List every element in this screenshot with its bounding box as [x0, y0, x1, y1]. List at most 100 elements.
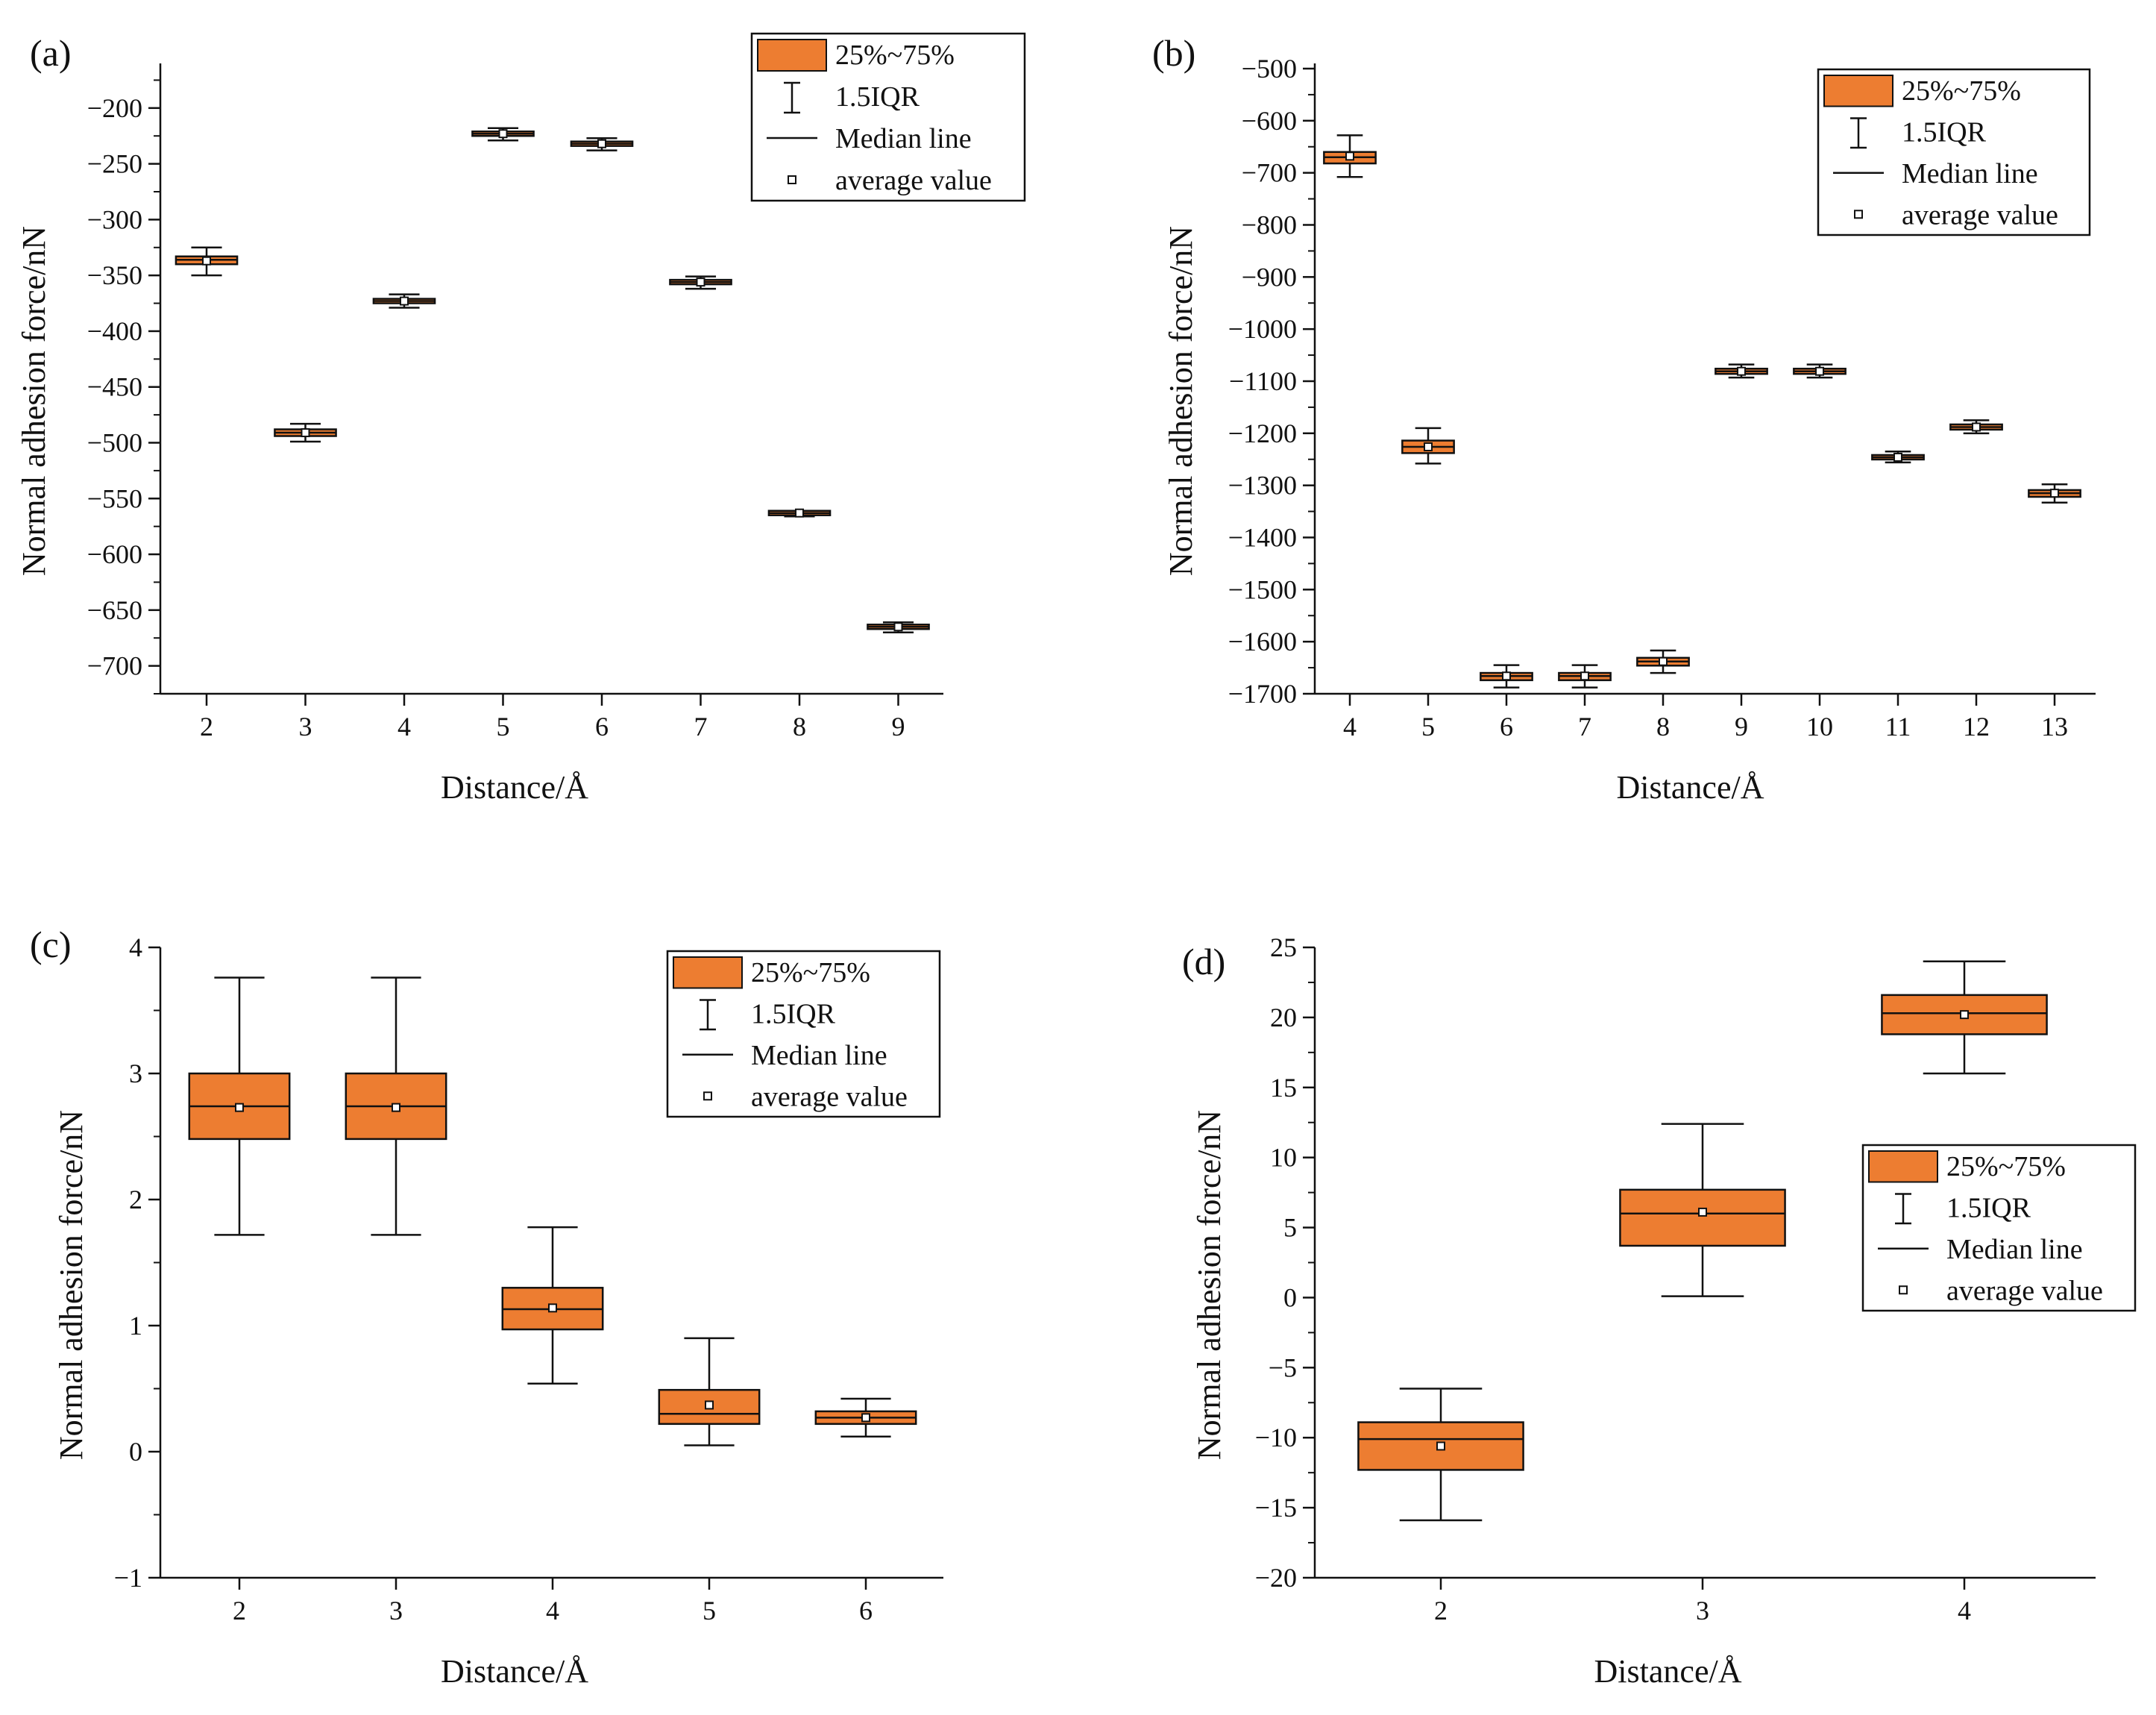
mean-marker: [1580, 671, 1589, 681]
legend-label-median: Median line: [751, 1040, 887, 1071]
mean-marker: [301, 428, 310, 438]
y-tick-label: −600: [1242, 106, 1297, 136]
mean-marker: [1737, 366, 1746, 376]
legend-label-whisker: 1.5IQR: [835, 81, 920, 113]
box-iqr: [1619, 1188, 1786, 1247]
box-6: [570, 137, 634, 151]
legend-label-mean: average value: [1902, 199, 2058, 231]
x-tick-label: 13: [2041, 712, 2068, 742]
box-7: [1558, 664, 1612, 689]
legend-label-whisker: 1.5IQR: [1902, 116, 1987, 148]
y-tick-label: 5: [1283, 1213, 1297, 1243]
box-4: [372, 293, 436, 309]
chart-panel-b: −500 −600 −700 −800 −900 −1000 −1100 −1200 −1300…: [1152, 32, 2096, 806]
y-tick-label: −300: [87, 204, 142, 234]
x-tick-label: 4: [1343, 712, 1357, 742]
box-2: [188, 976, 291, 1236]
y-axis-title: Normal adhesion force/nN: [1191, 1110, 1228, 1460]
y-tick-label: −400: [87, 316, 142, 346]
x-tick-label: 4: [546, 1596, 559, 1625]
x-tick-label: 8: [1656, 712, 1670, 742]
x-tick-label: 9: [1735, 712, 1748, 742]
y-tick-label: −1600: [1228, 627, 1297, 656]
y-tick-label: 25: [1270, 932, 1297, 962]
box-8: [767, 508, 832, 518]
panel-label: (a): [30, 32, 72, 74]
box-5: [1401, 427, 1455, 465]
y-tick-label: −700: [1242, 158, 1297, 188]
mean-marker: [498, 129, 508, 139]
mean-marker: [1502, 671, 1511, 681]
legend-label-mean: average value: [835, 165, 992, 196]
mean-marker: [893, 622, 903, 632]
box-11: [1871, 451, 1925, 464]
x-tick-label: 5: [1421, 712, 1435, 742]
x-tick-label: 7: [694, 712, 708, 742]
legend: 25%~75% 1.5IQR Median line average value: [1817, 68, 2091, 236]
box-4: [1881, 960, 2048, 1075]
panel-label: (d): [1182, 941, 1225, 982]
y-tick-label: −1700: [1228, 679, 1297, 709]
y-tick-label: −10: [1255, 1423, 1297, 1452]
mean-marker: [2050, 489, 2059, 498]
y-axis-title: Normal adhesion force/nN: [1163, 226, 1199, 576]
x-tick-label: 2: [1434, 1596, 1448, 1625]
y-tick-label: 15: [1270, 1073, 1297, 1103]
legend-label-median: Median line: [835, 123, 972, 154]
y-tick-label: −15: [1255, 1493, 1297, 1523]
panel-label: (b): [1152, 32, 1195, 74]
x-tick-label: 3: [299, 712, 312, 742]
y-tick-label: −700: [87, 651, 142, 681]
y-axis-title: Normal adhesion force/nN: [53, 1110, 89, 1460]
mean-marker: [795, 508, 804, 518]
mean-marker: [696, 278, 705, 287]
box-8: [1636, 649, 1690, 674]
legend-label-box: 25%~75%: [1902, 75, 2021, 107]
x-tick-label: 6: [859, 1596, 873, 1625]
x-tick-label: 4: [1958, 1596, 1971, 1625]
legend-label-box: 25%~75%: [835, 40, 955, 71]
mean-marker: [548, 1303, 557, 1313]
y-tick-label: −1100: [1229, 366, 1297, 396]
x-tick-label: 2: [200, 712, 213, 742]
y-tick-label: 3: [129, 1059, 142, 1088]
mean-marker: [1815, 366, 1824, 376]
legend: 25%~75% 1.5IQR Median line average value: [666, 950, 941, 1118]
box-2: [1357, 1388, 1524, 1522]
mean-marker: [202, 256, 211, 266]
y-axis-title: Normal adhesion force/nN: [16, 226, 52, 576]
box-12: [1949, 419, 2003, 435]
legend-label-whisker: 1.5IQR: [1946, 1192, 2031, 1223]
mean-marker: [861, 1413, 870, 1423]
y-tick-label: −250: [87, 149, 142, 179]
mean-marker: [1893, 452, 1902, 462]
box-13: [2028, 483, 2081, 504]
legend-label-mean: average value: [751, 1081, 908, 1112]
x-tick-label: 8: [793, 712, 806, 742]
box-5: [471, 127, 535, 142]
legend-mean-marker: [1854, 210, 1863, 219]
y-tick-label: −500: [87, 427, 142, 457]
y-tick-label: 0: [129, 1437, 142, 1467]
legend-mean-marker: [703, 1091, 712, 1101]
y-tick-label: −500: [1242, 54, 1297, 84]
y-tick-label: −800: [1242, 210, 1297, 239]
legend-box-swatch: [1868, 1150, 1938, 1183]
legend: 25%~75% 1.5IQR Median line average value: [1861, 1144, 2137, 1312]
box-3: [1619, 1123, 1786, 1297]
x-tick-label: 7: [1578, 712, 1591, 742]
x-tick-label: 2: [233, 1596, 246, 1625]
panel-label: (c): [30, 924, 72, 965]
legend-label-box: 25%~75%: [751, 957, 870, 988]
mean-marker: [1698, 1207, 1707, 1217]
y-tick-label: 10: [1270, 1143, 1297, 1173]
box-6: [1480, 664, 1533, 689]
y-tick-label: −550: [87, 483, 142, 513]
y-tick-label: 0: [1283, 1282, 1297, 1312]
legend-label-median: Median line: [1946, 1234, 2083, 1265]
mean-marker: [1659, 656, 1668, 666]
y-tick-label: 4: [129, 932, 142, 962]
box-4: [501, 1226, 604, 1385]
y-tick-label: −200: [87, 93, 142, 123]
